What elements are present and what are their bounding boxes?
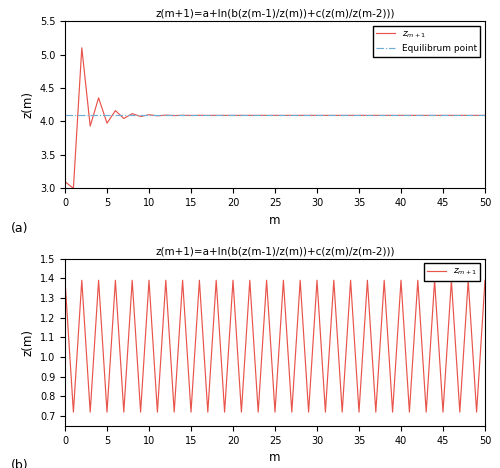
Legend: $z_{m+1}$, Equilibrum point: $z_{m+1}$, Equilibrum point xyxy=(373,26,480,57)
$z_{m+1}$ xyxy=(62,179,68,184)
$z_{m+1}$ xyxy=(70,410,76,415)
$z_{m+1}$ xyxy=(356,113,362,118)
Text: (a): (a) xyxy=(10,222,28,235)
$z_{m+1}$ xyxy=(163,278,169,283)
$z_{m+1}$ xyxy=(213,113,219,118)
$z_{m+1}$ xyxy=(474,410,480,415)
$z_{m+1}$ xyxy=(348,278,354,283)
$z_{m+1}$ xyxy=(205,410,211,415)
Text: (b): (b) xyxy=(10,459,28,468)
Legend: $z_{m+1}$: $z_{m+1}$ xyxy=(424,263,480,281)
$z_{m+1}$ xyxy=(171,113,177,118)
$z_{m+1}$ xyxy=(482,113,488,118)
Line: $z_{m+1}$: $z_{m+1}$ xyxy=(65,280,485,412)
$z_{m+1}$ xyxy=(381,113,387,118)
$z_{m+1}$ xyxy=(205,113,211,118)
Title: z(m+1)=a+ln(b(z(m-1)/z(m))+c(z(m)/z(m-2))): z(m+1)=a+ln(b(z(m-1)/z(m))+c(z(m)/z(m-2)… xyxy=(155,9,395,19)
X-axis label: m: m xyxy=(269,213,281,227)
Equilibrum point xyxy=(70,113,76,118)
Y-axis label: z(m): z(m) xyxy=(21,91,34,118)
$z_{m+1}$ xyxy=(373,410,379,415)
$z_{m+1}$ xyxy=(482,278,488,283)
$z_{m+1}$ xyxy=(79,45,85,51)
Title: z(m+1)=a+ln(b(z(m-1)/z(m))+c(z(m)/z(m-2))): z(m+1)=a+ln(b(z(m-1)/z(m))+c(z(m)/z(m-2)… xyxy=(155,247,395,256)
Y-axis label: z(m): z(m) xyxy=(22,329,35,356)
Line: $z_{m+1}$: $z_{m+1}$ xyxy=(65,48,485,188)
X-axis label: m: m xyxy=(269,451,281,464)
Equilibrum point xyxy=(62,113,68,118)
$z_{m+1}$ xyxy=(196,278,202,283)
$z_{m+1}$ xyxy=(70,185,76,191)
$z_{m+1}$ xyxy=(474,113,480,118)
$z_{m+1}$ xyxy=(62,278,68,283)
